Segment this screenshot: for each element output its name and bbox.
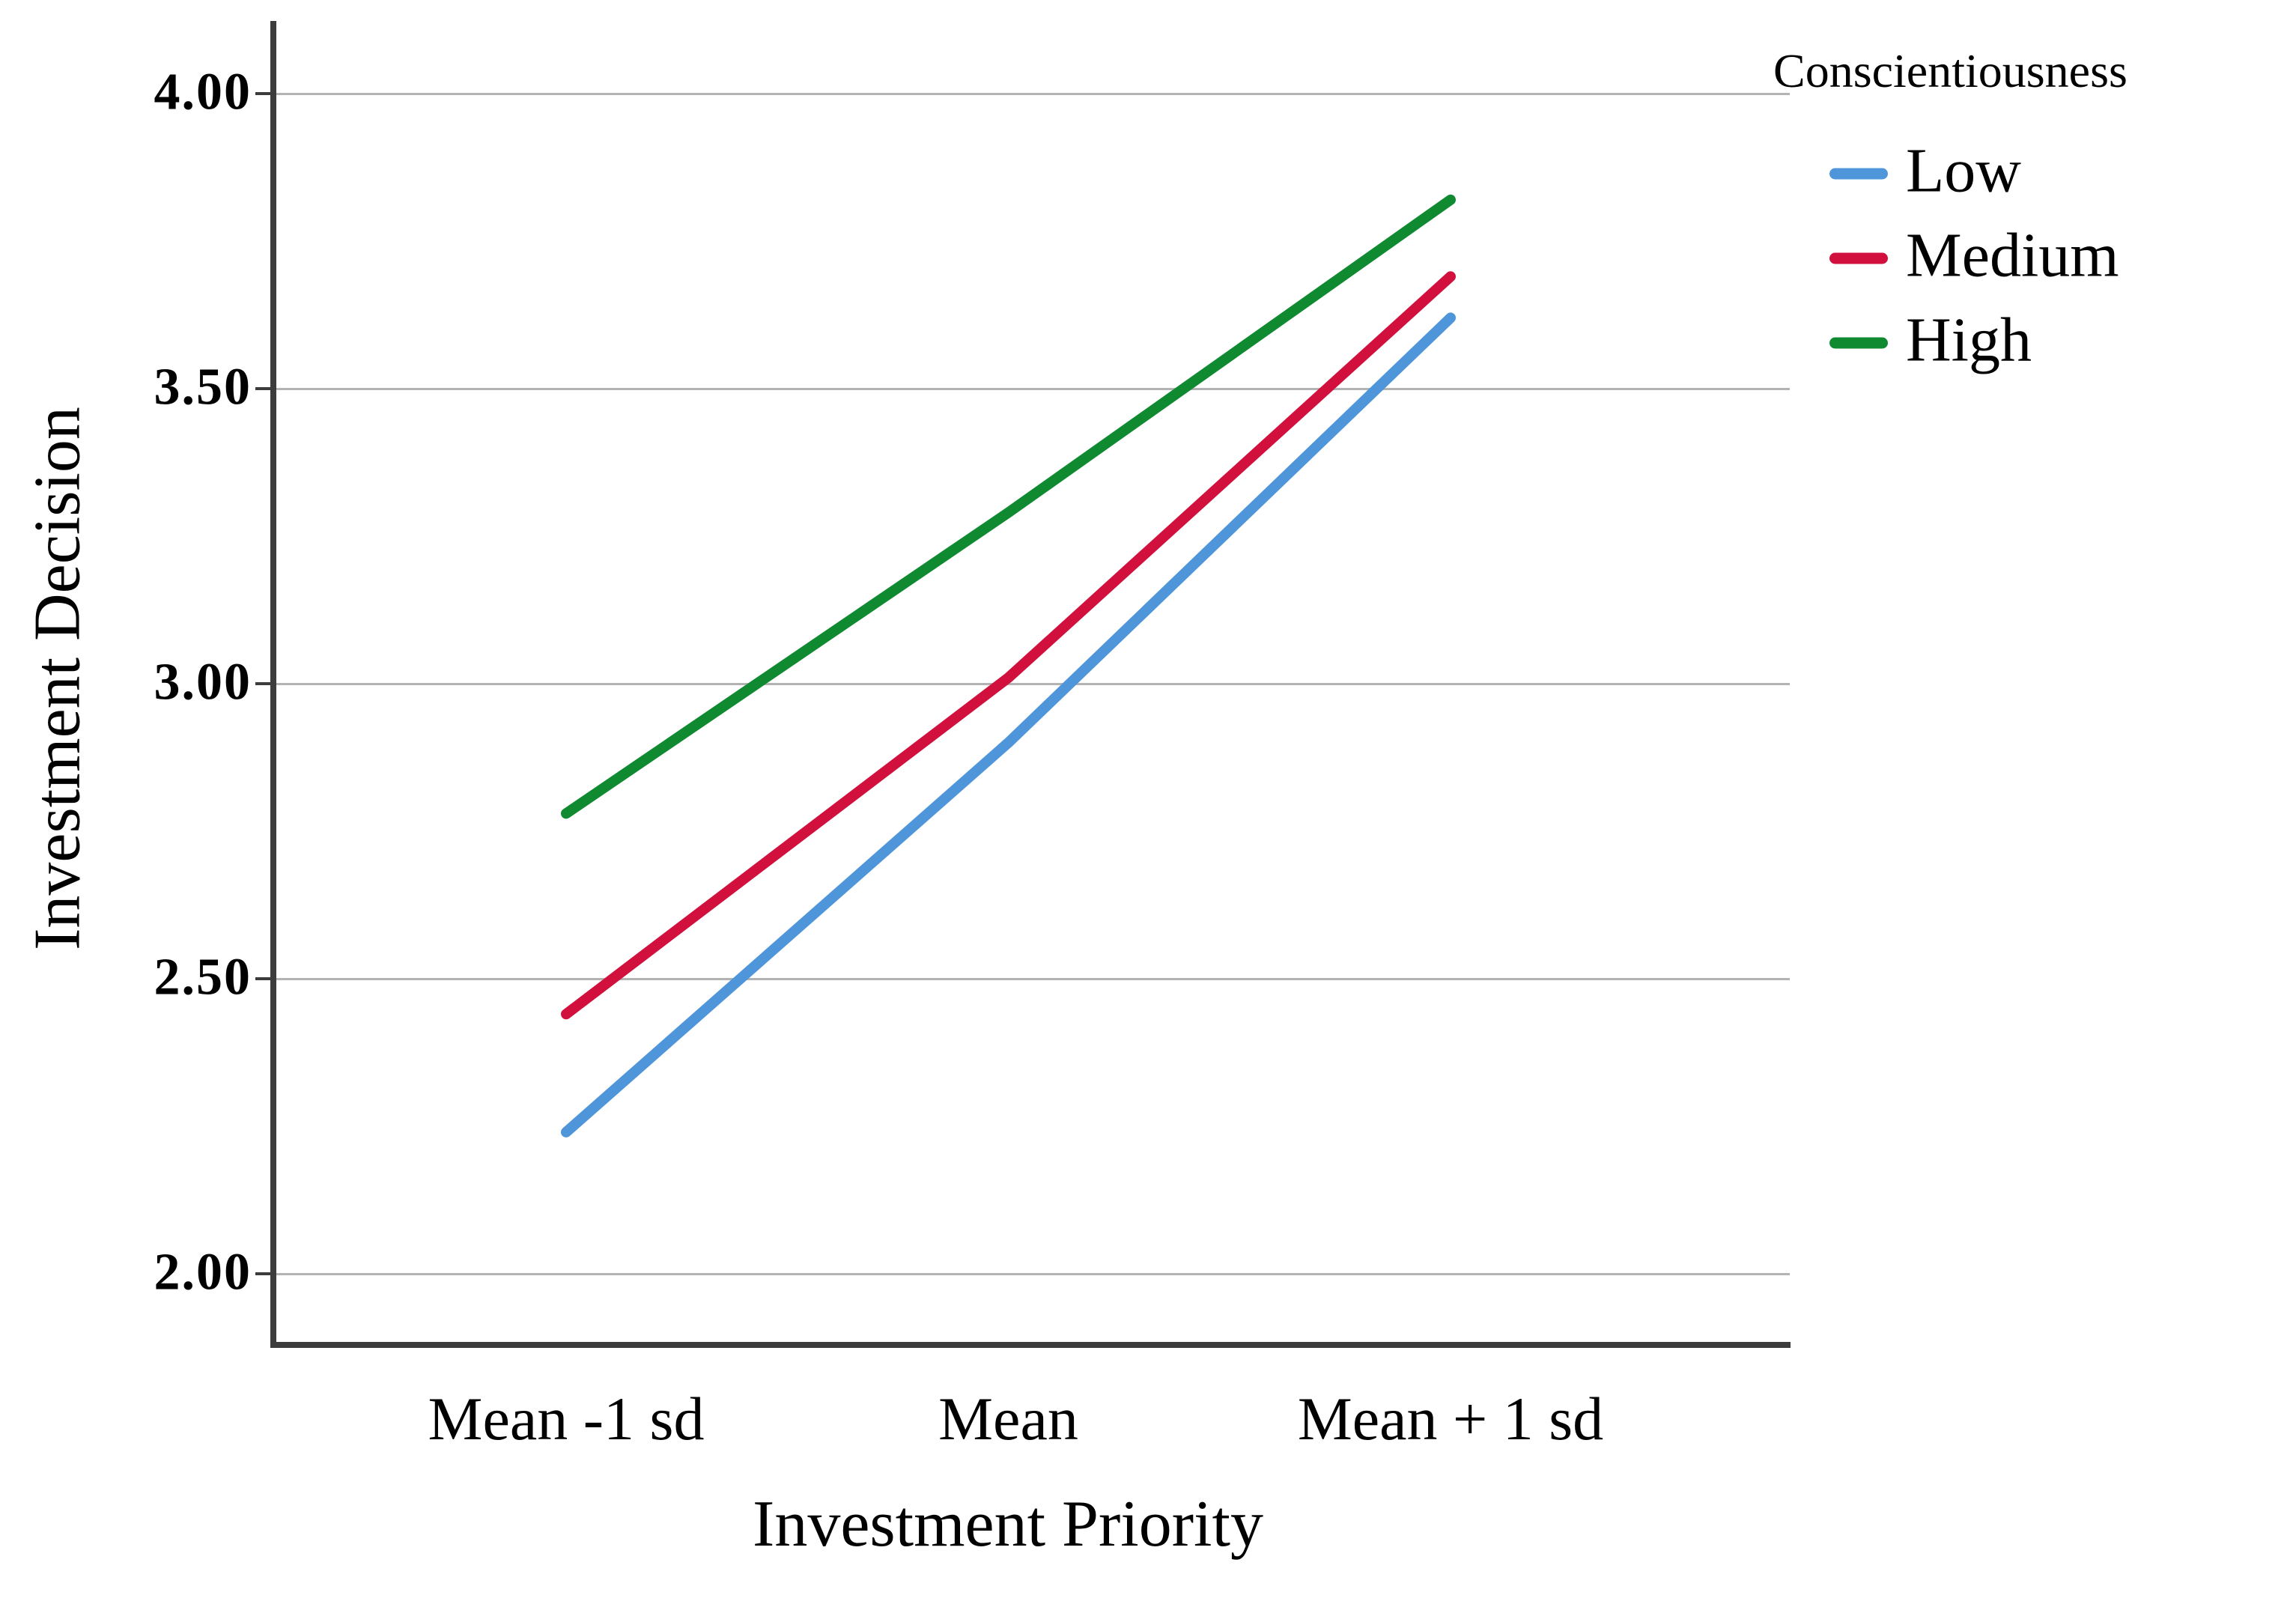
y-tick-label: 2.00 xyxy=(154,1243,252,1301)
y-tick-mark xyxy=(255,387,273,390)
legend-title: Conscientiousness xyxy=(1773,44,2128,97)
legend-swatch-medium xyxy=(1829,252,1888,264)
gridline xyxy=(273,682,1790,685)
y-tick-mark xyxy=(255,977,273,980)
series-line-low xyxy=(561,312,1456,1137)
x-tick-label: Mean xyxy=(938,1385,1078,1453)
y-tick-mark xyxy=(255,92,273,95)
y-axis-title: Investment Decision xyxy=(21,407,94,950)
gridline xyxy=(273,92,1790,95)
y-tick-mark xyxy=(255,1272,273,1275)
x-tick-label: Mean -1 sd xyxy=(428,1385,705,1453)
series-line-medium xyxy=(561,271,1456,1020)
y-tick-label: 3.00 xyxy=(154,653,252,711)
y-axis-line xyxy=(270,21,276,1348)
x-tick-label: Mean + 1 sd xyxy=(1297,1385,1604,1453)
y-tick-label: 4.00 xyxy=(154,63,252,121)
legend-label-high: High xyxy=(1906,305,2032,375)
legend-swatch-high xyxy=(1829,337,1888,349)
legend-swatch-low xyxy=(1829,168,1888,180)
x-axis-line xyxy=(270,1342,1791,1348)
y-tick-label: 3.50 xyxy=(154,358,252,416)
legend-label-low: Low xyxy=(1906,136,2021,206)
gridline xyxy=(273,1272,1790,1275)
x-axis-title: Investment Priority xyxy=(753,1488,1263,1561)
gridline xyxy=(273,387,1790,390)
gridline xyxy=(273,977,1790,980)
series-line-high xyxy=(561,194,1456,819)
legend-label-medium: Medium xyxy=(1906,220,2119,291)
y-tick-mark xyxy=(255,682,273,685)
y-tick-label: 2.50 xyxy=(154,948,252,1006)
